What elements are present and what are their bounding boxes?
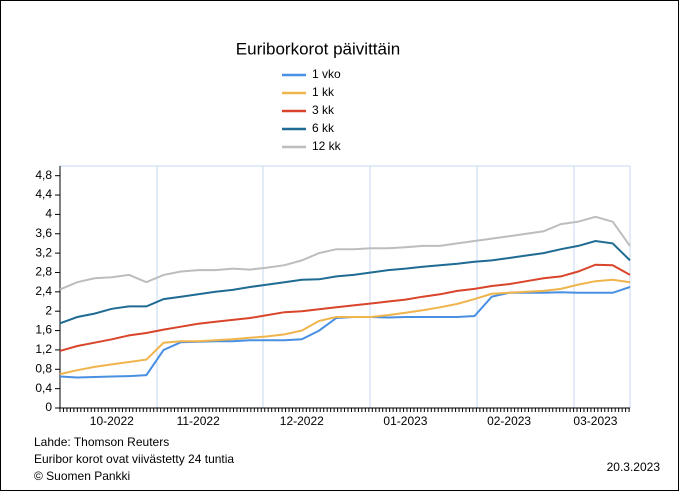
x-tick-label: 10-2022 (90, 414, 134, 428)
y-tick-label: 1,2 (35, 342, 52, 356)
x-tick-label: 03-2023 (573, 414, 617, 428)
note: Lahde: Thomson Reuters (34, 435, 169, 449)
series-line (59, 263, 631, 352)
chart-title: Euriborkorot päivittäin (236, 39, 400, 58)
x-tick-label: 11-2022 (177, 414, 220, 428)
note: Euribor korot ovat viivästetty 24 tuntia (34, 452, 234, 466)
y-tick-label: 0 (45, 400, 52, 414)
legend-label: 1 vko (312, 67, 341, 81)
y-tick-label: 2 (45, 303, 52, 317)
y-tick-label: 2,4 (35, 284, 52, 298)
y-tick-label: 0,8 (35, 361, 52, 375)
x-tick-label: 12-2022 (280, 414, 324, 428)
note: © Suomen Pankki (34, 469, 130, 483)
legend-label: 1 kk (312, 85, 335, 99)
y-tick-label: 3,2 (35, 245, 52, 259)
y-tick-label: 4 (45, 207, 52, 221)
y-tick-label: 4,8 (35, 168, 52, 182)
y-tick-label: 3,6 (35, 226, 52, 240)
legend-label: 6 kk (312, 121, 335, 135)
series-line (59, 215, 631, 291)
x-tick-label: 01-2023 (383, 414, 427, 428)
series-line (59, 239, 631, 325)
legend-label: 3 kk (312, 103, 335, 117)
y-tick-label: 2,8 (35, 265, 52, 279)
y-tick-label: 0,4 (35, 381, 52, 395)
date: 20.3.2023 (607, 460, 661, 474)
y-tick-label: 4,4 (35, 187, 52, 201)
legend-label: 12 kk (312, 139, 342, 153)
y-tick-label: 1,6 (35, 323, 52, 337)
series-line (59, 278, 631, 376)
x-tick-label: 02-2023 (487, 414, 531, 428)
